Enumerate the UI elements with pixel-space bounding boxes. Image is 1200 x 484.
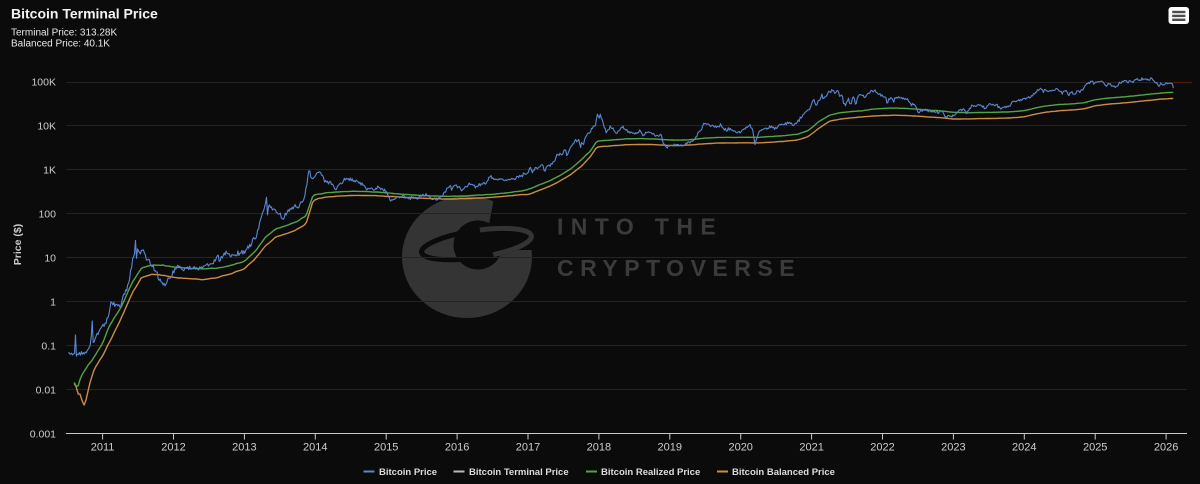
- svg-text:Price ($): Price ($): [12, 224, 24, 265]
- svg-text:1: 1: [50, 297, 56, 309]
- svg-text:2017: 2017: [516, 442, 540, 454]
- svg-text:Bitcoin Realized Price: Bitcoin Realized Price: [601, 467, 700, 478]
- svg-text:Bitcoin Terminal Price: Bitcoin Terminal Price: [11, 6, 158, 22]
- svg-text:2023: 2023: [941, 442, 965, 454]
- svg-text:2021: 2021: [799, 442, 823, 454]
- svg-text:2019: 2019: [658, 442, 682, 454]
- svg-text:0.001: 0.001: [30, 428, 56, 440]
- svg-text:2024: 2024: [1012, 442, 1036, 454]
- svg-text:10: 10: [44, 253, 56, 265]
- svg-text:2013: 2013: [232, 442, 256, 454]
- svg-text:Bitcoin Terminal Price: Bitcoin Terminal Price: [469, 467, 569, 478]
- svg-text:2022: 2022: [870, 442, 894, 454]
- svg-text:Bitcoin Balanced Price: Bitcoin Balanced Price: [732, 467, 835, 478]
- svg-text:2018: 2018: [587, 442, 611, 454]
- svg-text:2012: 2012: [161, 442, 185, 454]
- svg-text:2011: 2011: [91, 442, 115, 454]
- svg-text:2014: 2014: [303, 442, 327, 454]
- svg-text:1K: 1K: [43, 165, 56, 177]
- svg-text:INTO THE: INTO THE: [557, 214, 723, 240]
- svg-text:CRYPTOVERSE: CRYPTOVERSE: [557, 255, 801, 281]
- svg-text:Terminal Price: 313.28K: Terminal Price: 313.28K: [11, 28, 117, 39]
- svg-text:100: 100: [38, 209, 56, 221]
- svg-text:100K: 100K: [31, 77, 56, 89]
- svg-text:2025: 2025: [1083, 442, 1107, 454]
- svg-text:0.1: 0.1: [41, 340, 56, 352]
- svg-text:Balanced Price: 40.1K: Balanced Price: 40.1K: [11, 39, 110, 50]
- svg-text:2020: 2020: [728, 442, 752, 454]
- svg-text:2026: 2026: [1154, 442, 1178, 454]
- svg-text:Bitcoin Price: Bitcoin Price: [379, 467, 437, 478]
- svg-text:0.01: 0.01: [36, 384, 57, 396]
- svg-text:2015: 2015: [374, 442, 398, 454]
- svg-text:2016: 2016: [445, 442, 469, 454]
- svg-text:10K: 10K: [37, 121, 56, 133]
